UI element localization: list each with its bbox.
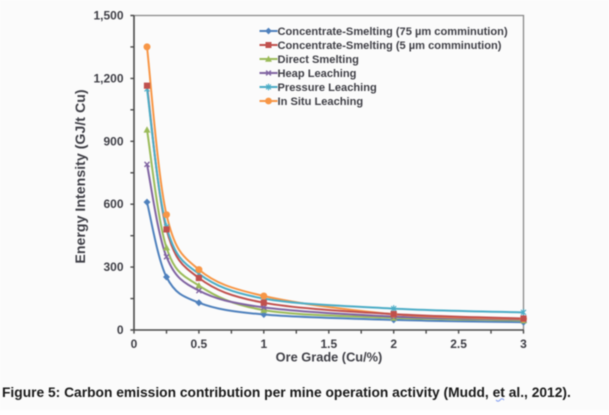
svg-text:0.5: 0.5 [191, 337, 208, 351]
svg-text:Concentrate-Smelting (5 µm com: Concentrate-Smelting (5 µm comminution) [278, 40, 502, 52]
svg-text:Ore Grade (Cu/%): Ore Grade (Cu/%) [276, 350, 383, 365]
svg-text:2: 2 [390, 337, 397, 351]
svg-text:Figure 5: Carbon emission cont: Figure 5: Carbon emission contribution p… [2, 385, 571, 400]
svg-text:Heap Leaching: Heap Leaching [278, 68, 357, 80]
svg-text:In Situ Leaching: In Situ Leaching [278, 96, 364, 108]
svg-text:Pressure Leaching: Pressure Leaching [278, 82, 377, 94]
svg-text:1,200: 1,200 [93, 71, 123, 85]
svg-text:Direct Smelting: Direct Smelting [278, 54, 360, 66]
svg-text:600: 600 [103, 197, 123, 211]
svg-text:Concentrate-Smelting (75 µm co: Concentrate-Smelting (75 µm comminution) [278, 26, 508, 38]
svg-text:1.5: 1.5 [320, 337, 337, 351]
svg-text:900: 900 [103, 134, 123, 148]
svg-text:300: 300 [103, 260, 123, 274]
svg-text:1: 1 [260, 337, 267, 351]
svg-text:0: 0 [117, 323, 124, 337]
svg-text:2.5: 2.5 [450, 337, 467, 351]
svg-text:3: 3 [520, 337, 527, 351]
svg-text:0: 0 [131, 337, 138, 351]
svg-text:1,500: 1,500 [93, 9, 123, 23]
svg-text:Energy Intensity (GJ/t Cu): Energy Intensity (GJ/t Cu) [73, 89, 89, 263]
